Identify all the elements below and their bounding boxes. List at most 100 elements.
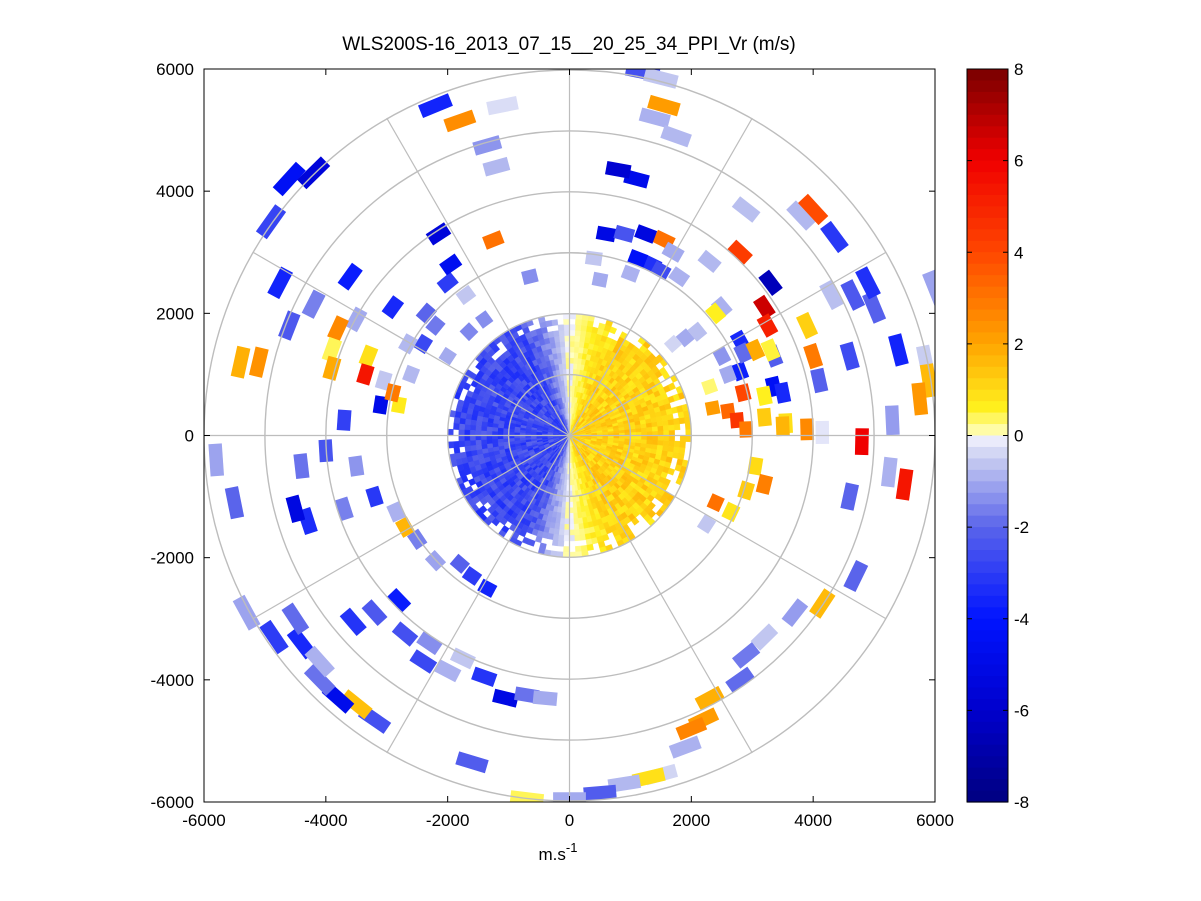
colorbar-band — [967, 572, 1008, 585]
colorbar-band — [967, 366, 1008, 379]
colorbar-band — [967, 194, 1008, 208]
velocity-gate — [208, 443, 224, 477]
velocity-bin — [558, 529, 565, 536]
colorbar-band — [967, 126, 1008, 139]
colorbar-band — [967, 779, 1008, 792]
velocity-bin — [480, 435, 487, 441]
velocity-bin — [486, 435, 493, 441]
velocity-bin — [469, 440, 477, 447]
colorbar-band — [967, 538, 1008, 551]
x-axis-label: m.s-1 — [539, 840, 578, 864]
velocity-bin — [662, 440, 670, 447]
velocity-bin — [491, 435, 498, 440]
colorbar-band — [967, 492, 1008, 505]
velocity-bin — [651, 443, 658, 450]
colorbar-band — [967, 412, 1008, 425]
colorbar-band — [967, 401, 1008, 414]
x-tick-label: 2000 — [672, 811, 710, 830]
velocity-bin — [618, 437, 626, 442]
colorbar-band — [967, 332, 1008, 345]
velocity-bin — [574, 335, 581, 342]
velocity-bin — [574, 329, 581, 337]
velocity-bin — [562, 496, 567, 503]
colorbar-band — [967, 481, 1008, 494]
velocity-bin — [564, 524, 570, 531]
velocity-bin — [573, 346, 579, 353]
velocity-bin — [564, 335, 570, 342]
x-tick-label: 6000 — [916, 811, 954, 830]
colorbar-band — [967, 435, 1008, 448]
velocity-bin — [469, 430, 476, 436]
colorbar-band — [967, 561, 1008, 574]
colorbar-band — [967, 137, 1008, 150]
velocity-bin — [577, 346, 584, 354]
velocity-bin — [657, 435, 664, 441]
velocity-bin — [573, 357, 578, 364]
velocity-bin — [556, 512, 562, 519]
velocity-bin — [569, 535, 576, 542]
velocity-bin — [563, 535, 570, 542]
colorbar-band — [967, 458, 1008, 471]
colorbar-tick-label: -8 — [1014, 793, 1029, 812]
velocity-bin — [470, 419, 477, 426]
velocity-bin — [469, 435, 476, 441]
velocity-bin — [464, 429, 471, 436]
colorbar-band — [967, 91, 1008, 104]
velocity-bin — [555, 517, 562, 525]
colorbar-band — [967, 595, 1008, 608]
colorbar-band — [967, 664, 1008, 677]
velocity-bin — [640, 442, 647, 448]
velocity-bin — [453, 417, 461, 425]
colorbar-band — [967, 149, 1008, 162]
colorbar-band — [967, 252, 1008, 265]
velocity-bin — [580, 544, 588, 552]
colorbar-band — [967, 80, 1008, 93]
velocity-bin — [565, 507, 570, 514]
velocity-bin — [560, 346, 566, 353]
colorbar-band — [967, 687, 1008, 700]
colorbar-band — [967, 767, 1008, 780]
colorbar-band — [967, 733, 1008, 746]
colorbar-band — [967, 710, 1008, 723]
velocity-bin — [458, 423, 466, 431]
velocity-bin — [662, 445, 669, 452]
velocity-bin — [635, 438, 642, 444]
velocity-bin — [573, 523, 580, 530]
velocity-bin — [663, 430, 670, 436]
velocity-bin — [480, 439, 488, 446]
velocity-bin — [677, 452, 685, 460]
colorbar-band — [967, 355, 1008, 368]
velocity-bin — [572, 368, 577, 375]
velocity-bin — [663, 435, 670, 441]
velocity-bin — [586, 543, 594, 551]
x-axis-label-superscript: -1 — [566, 840, 578, 855]
y-tick-label: -2000 — [151, 549, 194, 568]
velocity-bin — [475, 439, 482, 446]
velocity-gate — [854, 428, 869, 456]
velocity-bin — [475, 430, 482, 436]
velocity-bin — [475, 435, 482, 441]
x-tick-label: 0 — [565, 811, 574, 830]
colorbar-band — [967, 618, 1008, 631]
velocity-gate — [584, 250, 603, 267]
velocity-bin — [574, 529, 581, 536]
velocity-bin — [668, 435, 675, 442]
velocity-bin — [569, 324, 576, 331]
colorbar-band — [967, 263, 1008, 276]
colorbar-band — [967, 424, 1008, 437]
velocity-bin — [569, 357, 574, 364]
velocity-bin — [554, 523, 561, 530]
velocity-bin — [569, 346, 575, 353]
velocity-gate — [885, 405, 900, 436]
colorbar-band — [967, 298, 1008, 311]
velocity-bin — [481, 421, 488, 428]
colorbar-band — [967, 206, 1008, 219]
velocity-bin — [564, 351, 570, 359]
velocity-bin — [453, 423, 460, 430]
colorbar-band — [967, 69, 1008, 82]
colorbar-band — [967, 527, 1008, 540]
velocity-gate — [815, 420, 830, 444]
y-tick-label: 6000 — [156, 60, 194, 79]
velocity-bin — [573, 341, 580, 348]
